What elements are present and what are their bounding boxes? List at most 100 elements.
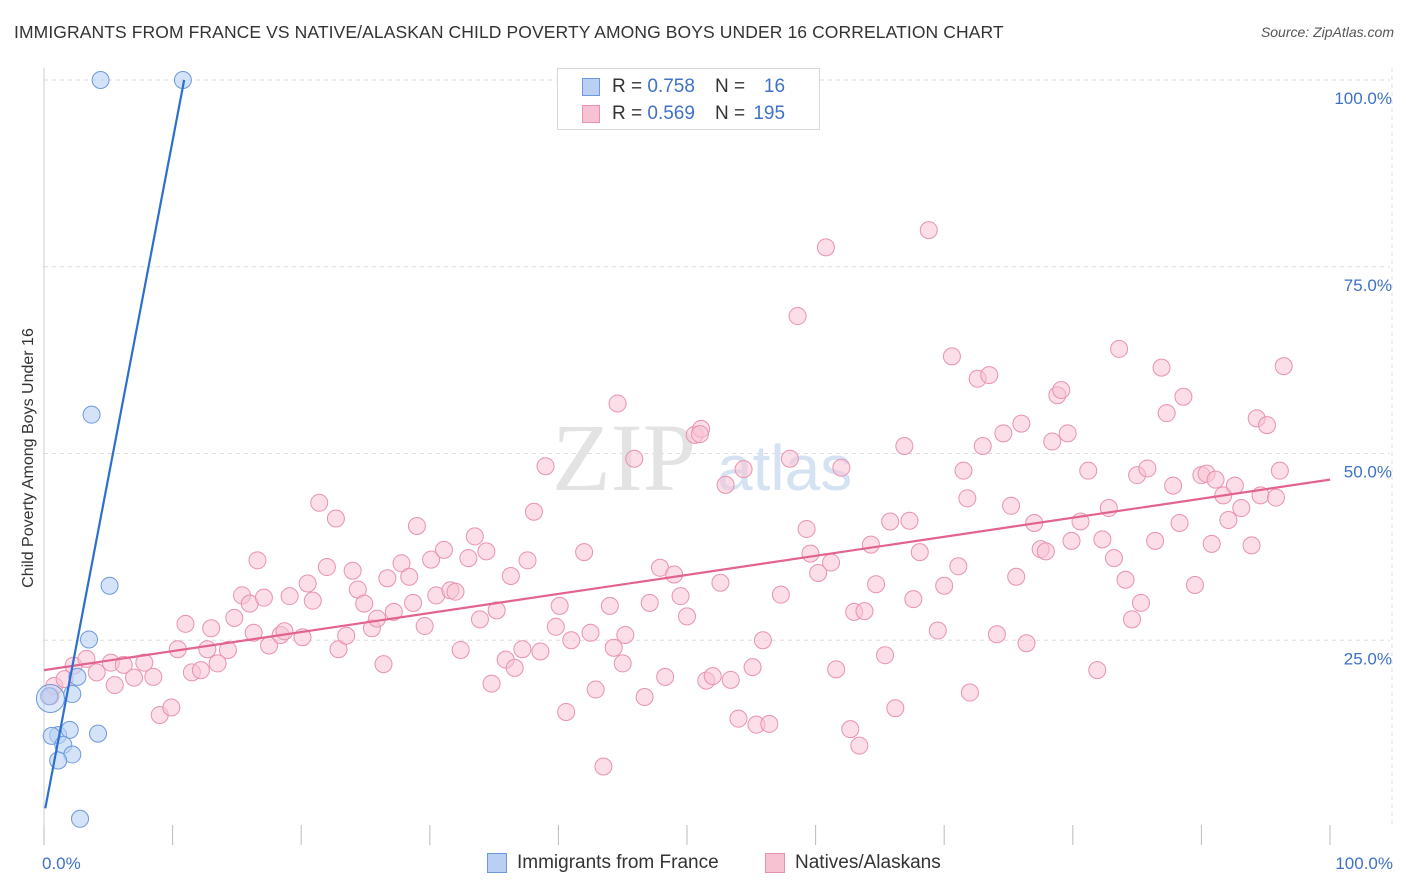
data-point-natives <box>678 607 696 626</box>
data-point-natives <box>176 614 195 633</box>
y-tick-label: 75.0% <box>1344 276 1392 295</box>
data-point-natives <box>275 622 294 641</box>
data-point-natives <box>616 626 635 645</box>
data-point-natives <box>671 587 690 606</box>
data-point-natives <box>960 683 979 702</box>
data-point-natives <box>1146 531 1165 550</box>
data-point-immigrants <box>60 720 79 739</box>
legend-r-label: R = <box>612 76 643 97</box>
axis-layer: 25.0% 50.0% 75.0% 100.0% 0.0% 100.0% <box>42 68 1393 873</box>
data-point-natives <box>505 658 524 677</box>
data-point-natives <box>470 610 489 629</box>
data-point-natives <box>1270 461 1289 480</box>
data-point-natives <box>973 437 992 456</box>
data-point-natives <box>721 670 740 689</box>
data-point-natives <box>501 567 520 586</box>
data-point-natives <box>690 425 709 444</box>
data-point-natives <box>832 458 851 477</box>
data-point-natives <box>550 596 569 615</box>
data-point-natives <box>384 602 403 621</box>
data-point-natives <box>855 602 874 621</box>
data-point-natives <box>191 661 210 680</box>
chart-title: IMMIGRANTS FROM FRANCE VS NATIVE/ALASKAN… <box>14 22 1004 42</box>
data-point-natives <box>1164 476 1183 495</box>
source-label: Source: ZipAtlas.com <box>1260 24 1394 40</box>
data-point-natives <box>326 509 345 528</box>
data-point-natives <box>625 449 644 468</box>
data-point-natives <box>477 542 496 561</box>
data-point-natives <box>144 667 163 686</box>
data-point-natives <box>1219 510 1238 529</box>
legend-r-label: R = <box>612 103 643 124</box>
data-point-natives <box>1036 542 1055 561</box>
data-point-natives <box>225 608 244 627</box>
data-point-natives <box>809 564 828 583</box>
series-legend: Immigrants from France Natives/Alaskans <box>0 852 1406 876</box>
data-point-natives <box>1058 424 1077 443</box>
data-point-natives <box>980 366 999 385</box>
data-point-natives <box>581 623 600 642</box>
data-point-natives <box>1157 404 1176 423</box>
legend-swatch-blue <box>487 853 507 873</box>
data-point-natives <box>640 593 659 612</box>
data-point-natives <box>1079 461 1098 480</box>
y-tick-label: 50.0% <box>1344 463 1392 482</box>
immigrants-france-points <box>35 71 192 828</box>
x-tick-label: 0.0% <box>42 854 81 873</box>
data-point-natives <box>518 551 537 570</box>
data-point-natives <box>303 591 322 610</box>
data-point-natives <box>1062 531 1081 550</box>
data-point-immigrants <box>82 405 101 424</box>
data-point-natives <box>125 668 144 687</box>
data-point-natives <box>822 553 841 572</box>
data-point-natives <box>298 574 317 593</box>
data-point-natives <box>482 674 501 693</box>
data-point-natives <box>743 658 762 677</box>
data-point-natives <box>613 654 632 673</box>
watermark: ZIP atlas <box>552 404 852 511</box>
data-point-natives <box>575 543 594 562</box>
data-point-natives <box>546 617 565 636</box>
data-point-natives <box>407 516 426 535</box>
data-point-natives <box>1122 610 1141 629</box>
data-point-immigrants <box>68 667 87 686</box>
data-point-natives <box>1152 358 1171 377</box>
data-point-natives <box>400 567 419 586</box>
y-tick-label: 100.0% <box>1334 89 1392 108</box>
data-point-natives <box>404 593 423 612</box>
data-point-natives <box>392 554 411 573</box>
data-point-natives <box>604 638 623 657</box>
data-point-natives <box>198 640 217 659</box>
correlation-legend: R = 0.758 N = 16 R = 0.569 N = 195 <box>557 68 820 130</box>
data-point-natives <box>881 512 900 531</box>
data-point-natives <box>162 698 181 717</box>
data-point-natives <box>935 576 954 595</box>
data-point-natives <box>524 502 543 521</box>
data-point-natives <box>244 623 263 642</box>
data-point-cluster <box>35 684 65 714</box>
data-point-natives <box>531 642 550 661</box>
data-point-natives <box>536 457 555 476</box>
data-point-natives <box>841 720 860 739</box>
data-point-natives <box>760 714 779 733</box>
data-point-natives <box>1185 575 1204 594</box>
data-point-natives <box>378 569 397 588</box>
data-point-natives <box>374 655 393 674</box>
data-point-natives <box>1104 549 1123 568</box>
data-point-natives <box>1017 634 1036 653</box>
data-point-natives <box>343 561 362 580</box>
data-point-immigrants <box>80 630 99 649</box>
legend-n-label: N = <box>714 76 746 97</box>
data-point-natives <box>1225 476 1244 495</box>
data-point-natives <box>876 646 895 665</box>
data-point-immigrants <box>40 687 59 706</box>
data-point-natives <box>928 621 947 640</box>
legend-r-value: 0.569 <box>647 103 695 124</box>
data-point-natives <box>1002 496 1021 515</box>
data-point-natives <box>310 493 329 512</box>
data-point-natives <box>1138 459 1157 478</box>
x-tick-label: 100.0% <box>1335 854 1393 873</box>
data-point-natives <box>1274 357 1293 376</box>
data-point-natives <box>910 543 929 562</box>
legend-n-value: 195 <box>753 103 786 124</box>
